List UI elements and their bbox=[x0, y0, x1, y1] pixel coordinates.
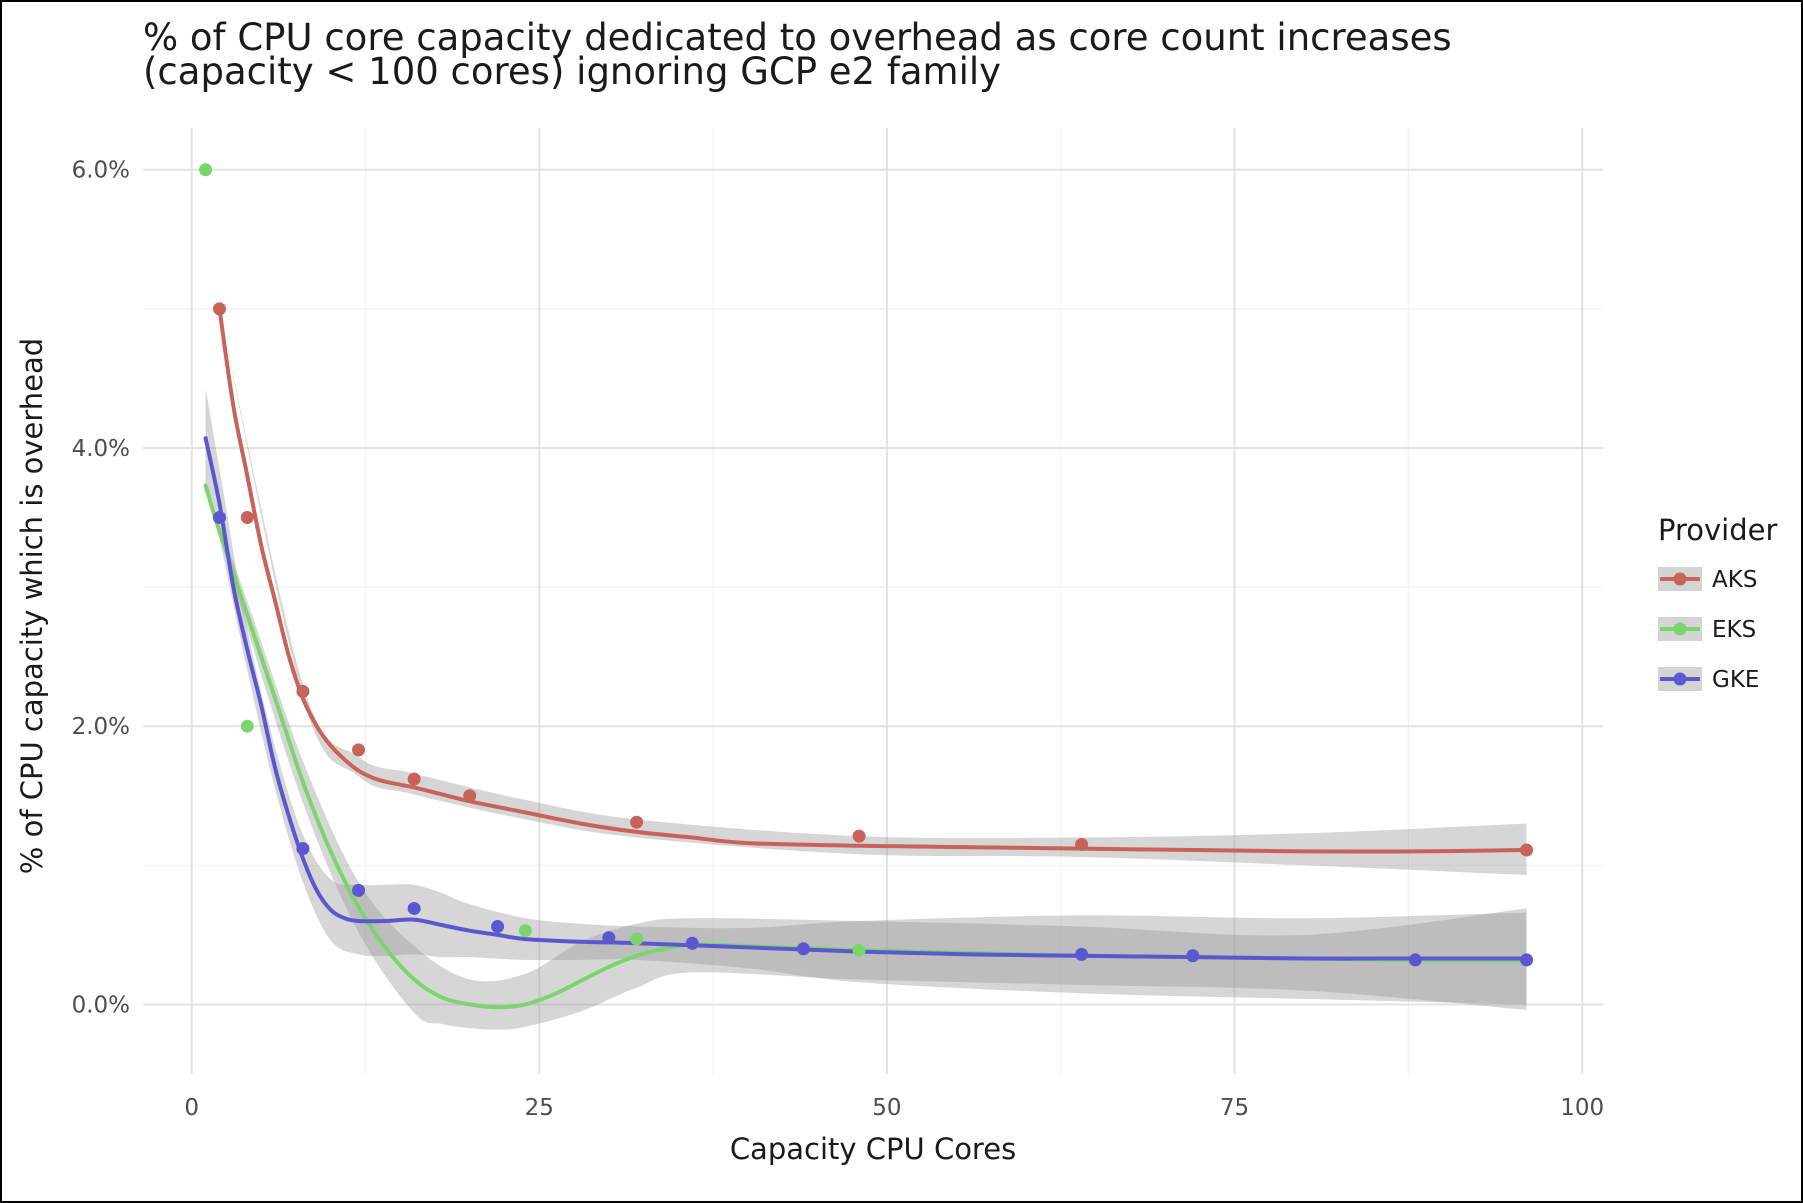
point-gke bbox=[212, 511, 226, 525]
legend-item-aks: AKS bbox=[1658, 567, 1757, 593]
legend-label: AKS bbox=[1712, 567, 1757, 593]
point-eks bbox=[852, 943, 866, 957]
point-aks bbox=[1075, 837, 1089, 851]
point-gke bbox=[796, 942, 810, 956]
point-eks bbox=[199, 163, 213, 177]
legend-items: AKS EKS GKE bbox=[1658, 567, 1759, 693]
point-aks bbox=[1520, 843, 1534, 857]
x-tick-label: 25 bbox=[525, 1095, 554, 1121]
point-gke bbox=[602, 931, 616, 945]
point-gke bbox=[296, 842, 310, 856]
point-aks bbox=[463, 789, 477, 803]
point-gke bbox=[685, 936, 699, 950]
y-tick-label: 2.0% bbox=[72, 714, 130, 740]
point-gke bbox=[1075, 947, 1089, 961]
legend-key-point bbox=[1673, 672, 1687, 686]
point-aks bbox=[852, 829, 866, 843]
legend: Provider AKS EKS GKE bbox=[1658, 513, 1777, 693]
point-eks bbox=[240, 719, 254, 733]
point-gke bbox=[1520, 953, 1534, 967]
legend-key-point bbox=[1673, 572, 1687, 586]
point-gke bbox=[491, 920, 505, 934]
confidence-band-eks bbox=[205, 485, 1527, 1030]
x-tick-label: 0 bbox=[184, 1095, 199, 1121]
data-points bbox=[199, 163, 1534, 967]
point-gke bbox=[352, 883, 366, 897]
chart-title-line-1: % of CPU core capacity dedicated to over… bbox=[143, 16, 1452, 59]
y-tick-label: 6.0% bbox=[72, 158, 130, 184]
chart-title-line-2: (capacity < 100 cores) ignoring GCP e2 f… bbox=[143, 50, 1001, 93]
point-eks bbox=[518, 924, 532, 938]
point-aks bbox=[212, 302, 226, 316]
x-tick-label: 50 bbox=[872, 1095, 901, 1121]
y-axis-title: % of CPU capacity which is overhead bbox=[15, 338, 49, 874]
confidence-band-gke bbox=[205, 388, 1527, 1005]
point-aks bbox=[296, 684, 310, 698]
point-aks bbox=[630, 815, 644, 829]
legend-title: Provider bbox=[1658, 513, 1777, 547]
smooth-line-gke bbox=[203, 436, 1529, 961]
point-aks bbox=[240, 511, 254, 525]
smooth-lines bbox=[203, 306, 1529, 1010]
confidence-bands bbox=[205, 308, 1527, 1030]
point-gke bbox=[1408, 953, 1422, 967]
point-gke bbox=[1186, 949, 1200, 963]
point-aks bbox=[352, 743, 366, 757]
x-tick-label: 75 bbox=[1220, 1095, 1249, 1121]
legend-item-gke: GKE bbox=[1658, 667, 1759, 693]
grid-layer bbox=[143, 128, 1603, 1074]
tick-labels: 0 25 50 75 100 0.0% 2.0% 4.0% 6.0% bbox=[72, 158, 1605, 1121]
x-axis-title: Capacity CPU Cores bbox=[730, 1132, 1016, 1166]
x-tick-label: 100 bbox=[1560, 1095, 1604, 1121]
point-gke bbox=[407, 901, 421, 915]
legend-label: GKE bbox=[1712, 667, 1759, 693]
legend-item-eks: EKS bbox=[1658, 617, 1756, 643]
legend-key-point bbox=[1673, 622, 1687, 636]
y-tick-label: 0.0% bbox=[72, 992, 130, 1018]
smooth-line-aks bbox=[217, 306, 1529, 854]
point-eks bbox=[630, 932, 644, 946]
y-tick-label: 4.0% bbox=[72, 436, 130, 462]
point-aks bbox=[407, 772, 421, 786]
legend-label: EKS bbox=[1712, 617, 1756, 643]
confidence-band-aks bbox=[219, 308, 1527, 876]
